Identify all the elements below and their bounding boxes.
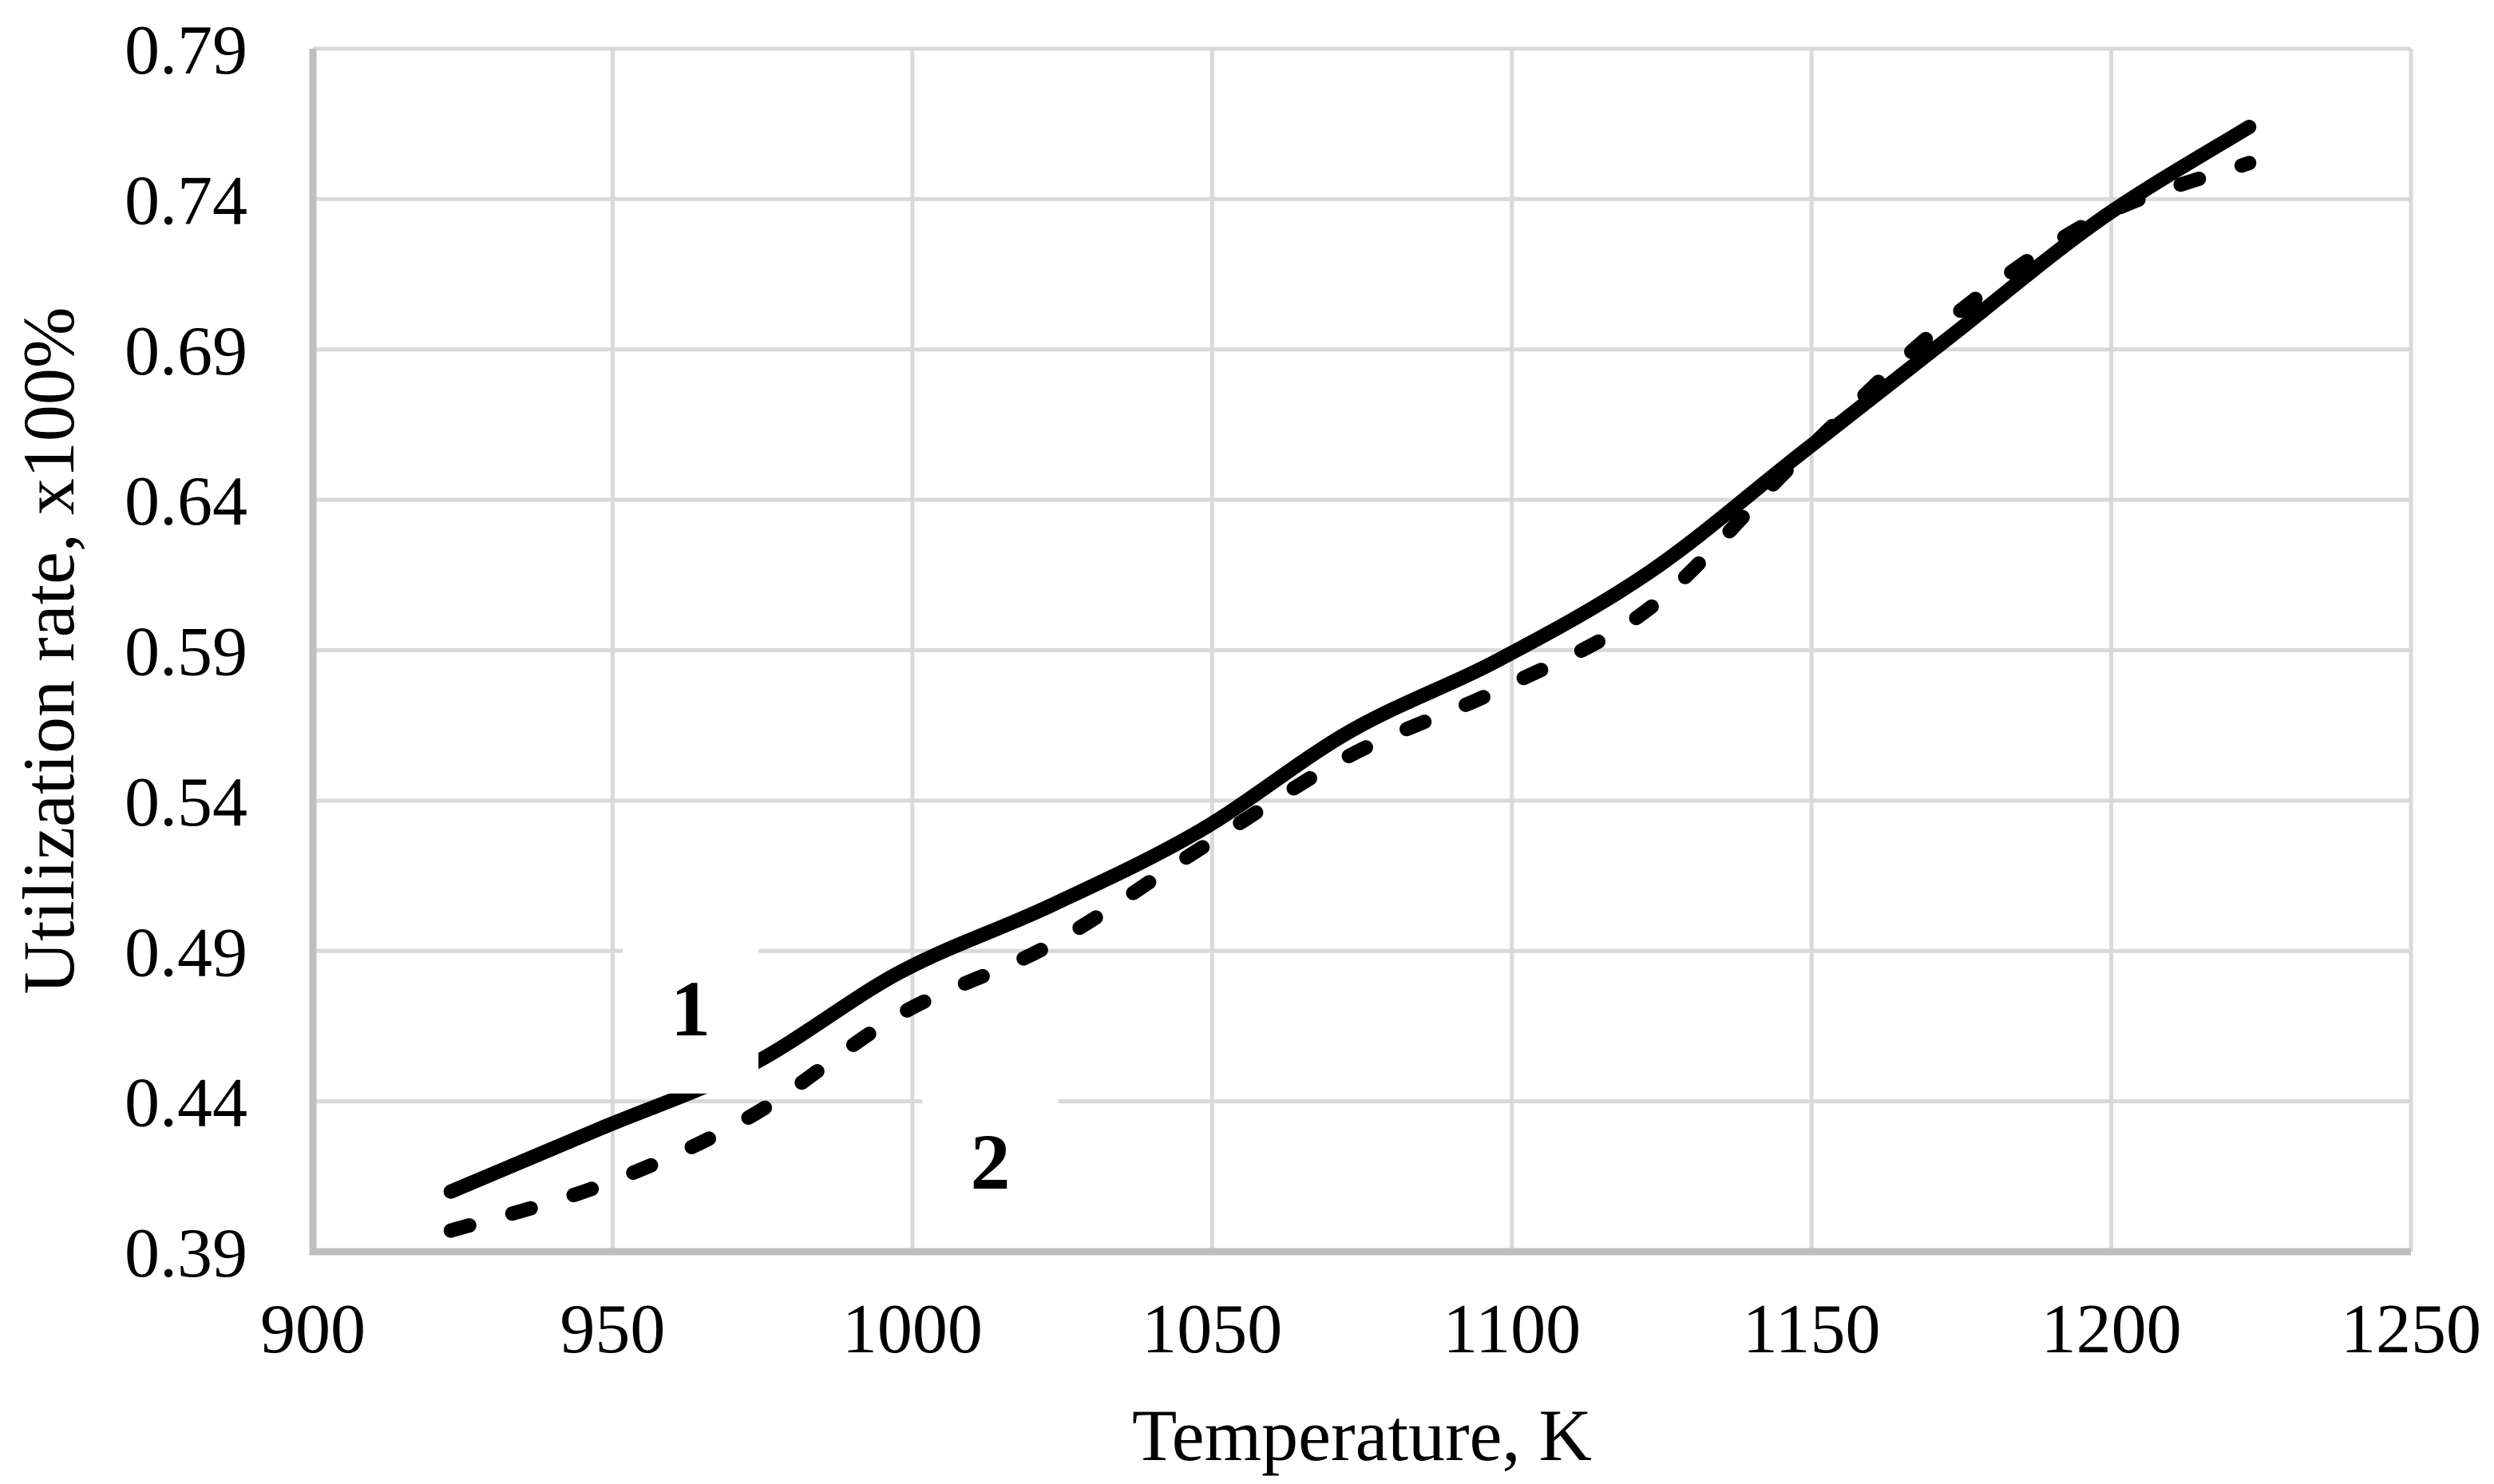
- x-tick-label: 950: [560, 1291, 665, 1368]
- x-tick-label: 1000: [842, 1291, 983, 1368]
- x-tick-label: 1100: [1443, 1291, 1581, 1368]
- series-1-label: 1: [671, 964, 711, 1053]
- y-axis-title: Utilization rate, x100%: [8, 307, 89, 995]
- y-tick-label: 0.59: [125, 614, 247, 691]
- y-tick-label: 0.64: [125, 463, 247, 540]
- x-axis-title: Temperature, K: [1132, 1395, 1592, 1476]
- series-2-line: [443, 156, 2257, 1238]
- series-2-label: 2: [970, 1118, 1010, 1206]
- y-tick-label: 0.79: [125, 12, 247, 89]
- series-2-label-box: [922, 1075, 1059, 1247]
- y-tick-label: 0.44: [125, 1065, 247, 1142]
- y-tick-label: 0.69: [125, 313, 247, 390]
- x-tick-label: 1050: [1142, 1291, 1282, 1368]
- y-tick-label: 0.54: [125, 764, 247, 841]
- y-tick-label: 0.74: [125, 162, 247, 239]
- tick-labels-layer: 0.39 0.44 0.49 0.54 0.59 0.64 0.69 0.74 0.79 900 9…: [125, 12, 2481, 1368]
- series-1-label-box: [623, 922, 759, 1094]
- gridlines-layer: [313, 46, 2413, 1252]
- y-tick-label: 0.49: [125, 914, 247, 991]
- x-tick-label: 1200: [2041, 1291, 2182, 1368]
- axes-layer: [309, 49, 2411, 1256]
- x-tick-label: 1250: [2341, 1291, 2481, 1368]
- x-tick-label: 1150: [1743, 1291, 1881, 1368]
- y-tick-label: 0.39: [125, 1215, 247, 1292]
- x-tick-label: 900: [260, 1291, 366, 1368]
- annotations-layer: 12: [623, 922, 1059, 1247]
